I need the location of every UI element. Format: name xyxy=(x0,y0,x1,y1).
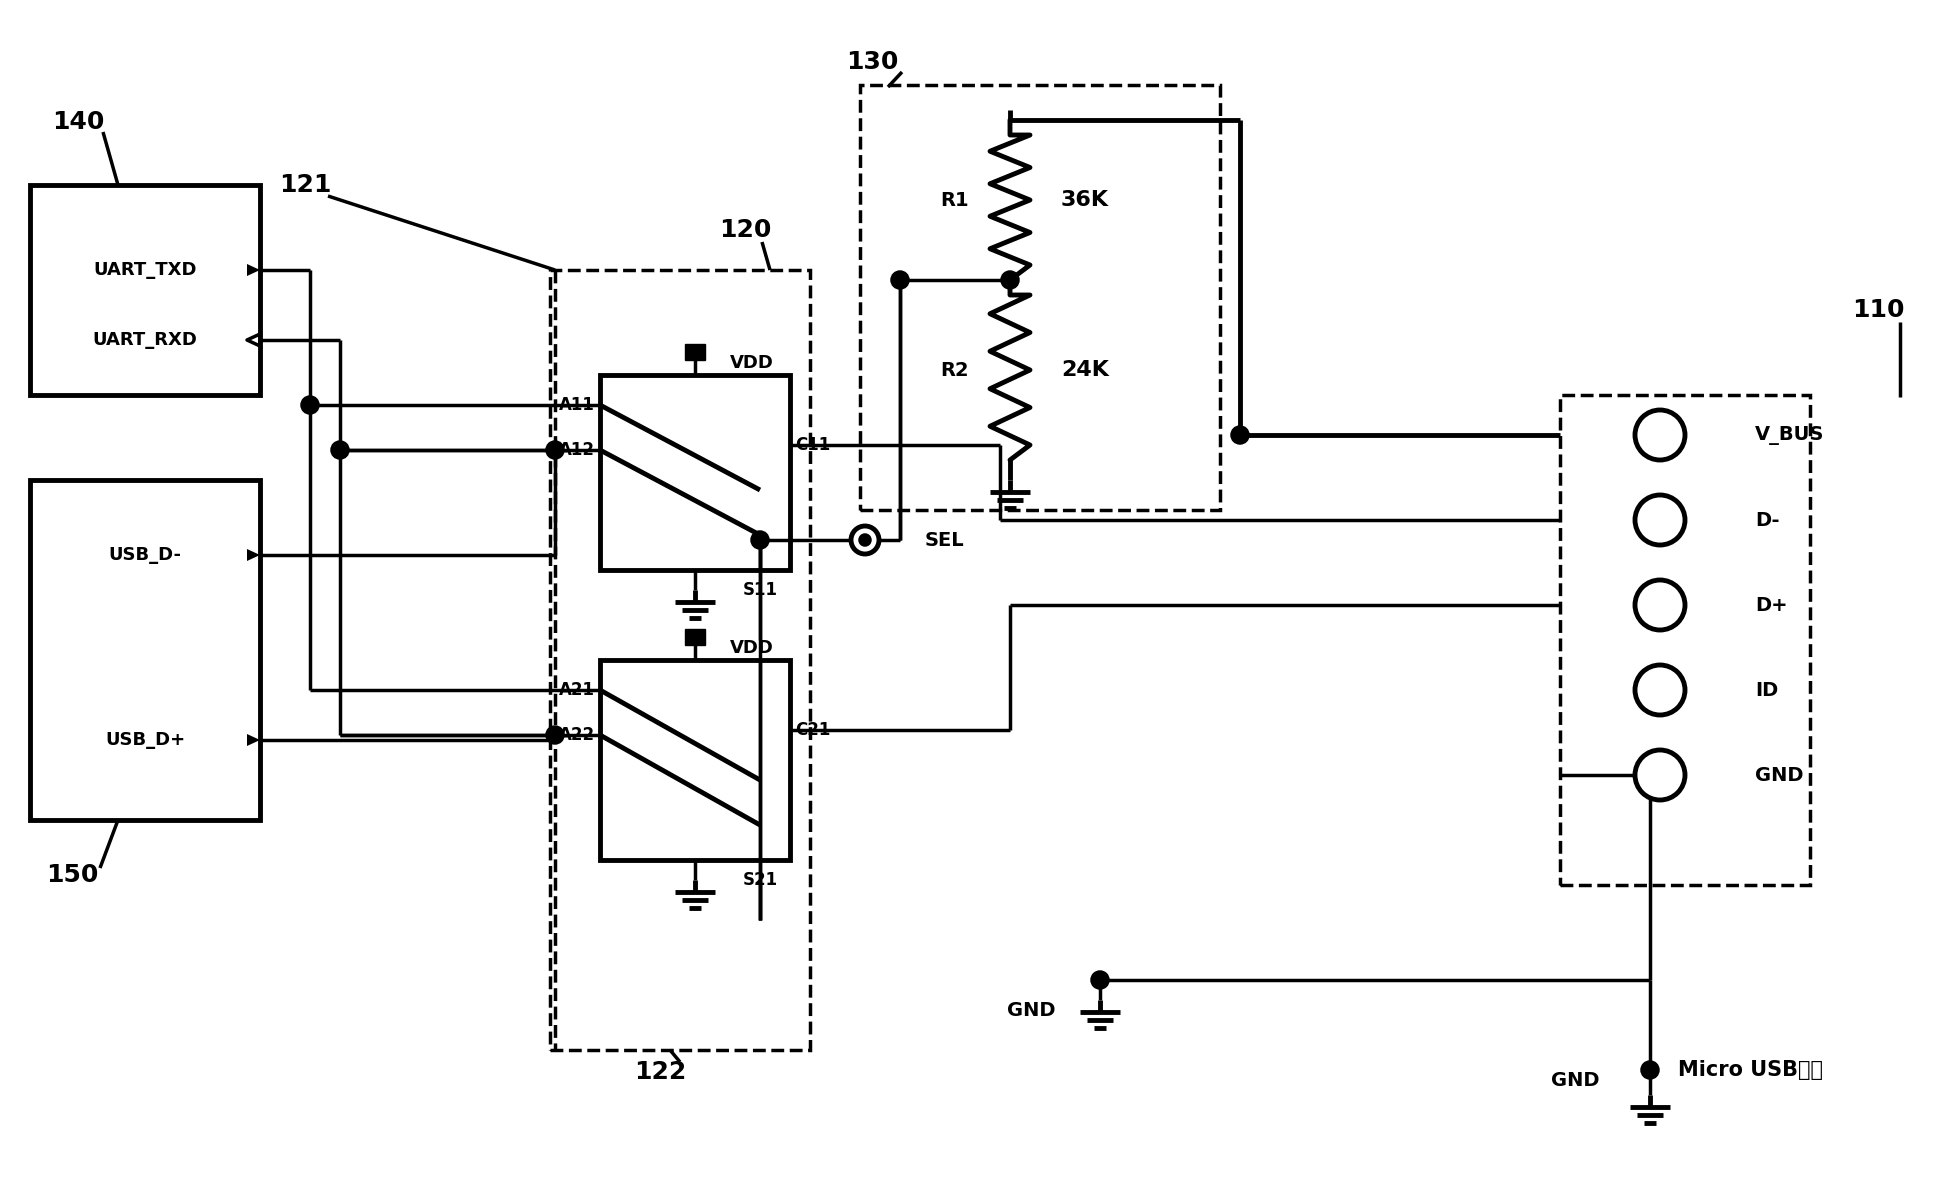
Circle shape xyxy=(1092,972,1108,988)
Text: 140: 140 xyxy=(52,110,105,134)
Circle shape xyxy=(1232,427,1247,442)
Bar xyxy=(550,270,810,1050)
Bar xyxy=(686,344,705,360)
Text: A22: A22 xyxy=(560,727,595,745)
Circle shape xyxy=(850,526,879,554)
Text: R2: R2 xyxy=(941,361,968,380)
Text: ②: ② xyxy=(1652,511,1668,530)
Polygon shape xyxy=(248,264,260,276)
Bar xyxy=(600,375,790,570)
Text: GND: GND xyxy=(1552,1071,1600,1090)
Circle shape xyxy=(1635,410,1685,460)
Circle shape xyxy=(546,727,564,743)
Text: GND: GND xyxy=(1007,1000,1056,1019)
Text: VDD: VDD xyxy=(730,354,775,372)
Bar xyxy=(600,659,790,860)
Text: A11: A11 xyxy=(560,396,595,414)
Text: A21: A21 xyxy=(560,681,595,699)
Text: 36K: 36K xyxy=(1061,189,1110,210)
Text: ④: ④ xyxy=(1652,681,1668,699)
Bar xyxy=(29,185,260,394)
Polygon shape xyxy=(248,549,260,561)
Text: GND: GND xyxy=(1755,765,1803,784)
Text: USB_D-: USB_D- xyxy=(108,546,182,564)
Circle shape xyxy=(1635,495,1685,546)
Text: R1: R1 xyxy=(941,191,968,210)
Bar xyxy=(29,480,260,820)
Text: 130: 130 xyxy=(846,50,899,74)
Text: D-: D- xyxy=(1755,511,1780,530)
Text: A12: A12 xyxy=(560,441,595,459)
Bar xyxy=(686,629,705,645)
Circle shape xyxy=(546,442,564,458)
Text: 121: 121 xyxy=(279,173,331,197)
Bar xyxy=(860,85,1220,510)
Text: VDD: VDD xyxy=(730,639,775,657)
Text: UART_RXD: UART_RXD xyxy=(93,331,198,349)
Circle shape xyxy=(1635,580,1685,629)
Text: 24K: 24K xyxy=(1061,360,1110,380)
Text: Micro USB接口: Micro USB接口 xyxy=(1677,1060,1823,1080)
Circle shape xyxy=(893,272,908,288)
Text: 120: 120 xyxy=(719,218,771,242)
Text: ③: ③ xyxy=(1652,596,1668,615)
Polygon shape xyxy=(248,734,260,746)
Text: 150: 150 xyxy=(46,863,99,887)
Circle shape xyxy=(860,535,870,546)
Text: 122: 122 xyxy=(633,1060,686,1084)
Circle shape xyxy=(331,442,349,458)
Text: ID: ID xyxy=(1755,681,1778,699)
Text: USB_D+: USB_D+ xyxy=(105,731,186,749)
Circle shape xyxy=(752,532,767,548)
Circle shape xyxy=(1635,751,1685,800)
Text: SEL: SEL xyxy=(926,530,965,549)
Text: S11: S11 xyxy=(742,582,777,600)
Text: V_BUS: V_BUS xyxy=(1755,426,1825,445)
Text: ①: ① xyxy=(1652,426,1668,445)
Text: C21: C21 xyxy=(794,721,831,739)
Circle shape xyxy=(302,397,318,412)
Circle shape xyxy=(1643,1062,1658,1078)
Text: D+: D+ xyxy=(1755,596,1788,615)
Bar xyxy=(1559,394,1809,885)
Circle shape xyxy=(1001,272,1019,288)
Text: S21: S21 xyxy=(742,870,777,888)
Text: ⑤: ⑤ xyxy=(1652,765,1668,784)
Text: UART_TXD: UART_TXD xyxy=(93,261,198,279)
Circle shape xyxy=(1635,665,1685,715)
Text: C11: C11 xyxy=(794,436,831,454)
Text: 110: 110 xyxy=(1852,299,1904,323)
